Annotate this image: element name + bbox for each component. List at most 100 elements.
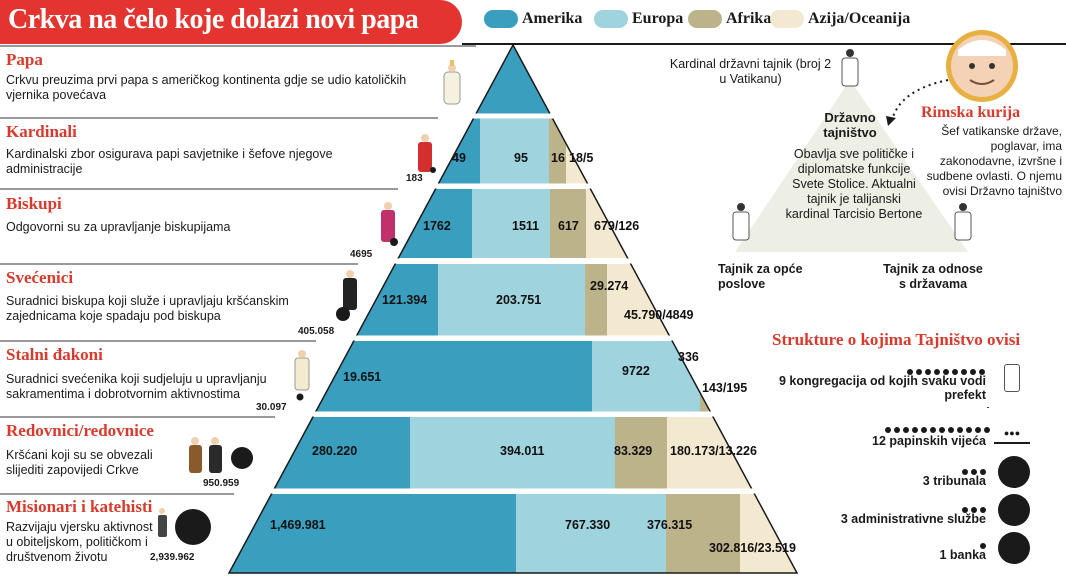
structure-row-councils [850,420,990,438]
count-bubble [231,447,253,469]
pope-figure-icon [443,60,461,105]
pyramid-tier-stalni-dakoni [229,341,797,412]
value-dakoni-azija: 143/195 [702,381,748,395]
priest-figure-icon [343,270,357,310]
secretariat-title: Državno tajništvo [823,110,877,140]
legend-item-amerika: Amerika [484,8,582,30]
structures-title: Strukture o kojima Tajništvo ovisi [772,330,1021,349]
row-desc-misionari: Razvijaju vjersku aktivnost u obiteljsko… [6,520,153,564]
value-misionari-amerika: 1,469.981 [270,518,326,532]
legend-label: Europa [632,10,684,27]
pyramid-tier-misionari [229,494,797,573]
bank-icon [998,532,1030,564]
value-kardinali-afrika: 16 [551,151,565,165]
office-building-icon [998,494,1030,526]
value-svecenici-amerika: 121.394 [382,293,428,307]
legend-swatch [770,10,804,28]
row-title-papa: Papa [6,50,43,69]
cardinal-figure-icon [418,134,432,172]
value-dakoni-afrika: 336 [678,350,699,364]
monk-figure-icon [189,437,202,473]
arrow-head-icon [886,116,896,126]
structure-label-councils: 12 papinskih vijeća [872,434,986,448]
count-biskupi: 4695 [350,249,373,260]
row-desc-svecenici: Suradnici biskupa koji služe i upravljaj… [6,294,289,323]
nun-figure-icon [209,437,222,473]
council-table-icon: ●●● [994,428,1030,444]
title-bar [0,0,462,44]
row-title-svecenici: Svećenici [6,268,74,287]
structure-row-tribunals [930,462,986,480]
value-kardinali-amerika: 49 [452,151,466,165]
count-stalni-dakoni: 30.097 [256,402,287,413]
value-biskupi-afrika: 617 [558,219,579,233]
page-title: Crkva na čelo koje dolazi novi papa [8,4,419,35]
legend-label: Afrika [726,10,772,27]
divider [987,407,989,408]
row-title-kardinali: Kardinali [6,122,77,141]
row-title-redovnici: Redovnici/redovnice [6,421,154,440]
structure-row-congregations [840,362,985,383]
legend-item-azija: Azija/Oceanija [770,8,910,30]
value-misionari-azija: 302.816/23.519 [709,541,796,555]
legend-item-afrika: Afrika [688,8,771,30]
curia-desc: Šef vatikanske države, poglavar, ima zak… [926,124,1062,198]
row-title-misionari: Misionari i katehisti [6,497,153,516]
dot-row [850,420,990,438]
count-kardinali: 183 [406,173,423,184]
structure-label-bank: 1 banka [939,548,986,562]
general-affairs-label: Tajnik za opće poslove [718,262,803,291]
row-desc-stalni-dakoni: Suradnici svećenika koji sudjeluju u upr… [6,372,267,401]
dot-row [840,362,985,380]
value-kardinali-azija: 18/5 [569,151,594,165]
value-redovnici-europa: 394.011 [500,444,545,458]
count-bubble [175,509,211,545]
value-misionari-afrika: 376.315 [647,518,693,532]
deacon-figure-icon [294,350,310,391]
curia-title: Rimska kurija [921,104,1021,121]
pope-portrait-icon [946,30,1018,102]
value-biskupi-europa: 1511 [512,219,540,233]
secretary-state-label: Kardinal državni tajnik (broj 2 u Vatika… [669,57,832,86]
value-svecenici-afrika: 29.274 [590,279,629,293]
header-rule [462,43,1066,45]
value-redovnici-afrika: 83.329 [614,444,653,458]
missionary-figure-icon [158,508,167,537]
legend-swatch [484,10,518,28]
count-svecenici: 405.058 [298,326,335,337]
row-desc-kardinali: Kardinalski zbor osigurava papi savjetni… [6,147,333,176]
legend-swatch [688,10,722,28]
value-kardinali-europa: 95 [514,151,528,165]
count-bubble [296,393,304,401]
structure-label-services: 3 administrativne službe [840,512,986,526]
count-bubble [430,167,436,173]
dot-row [930,500,986,518]
row-title-biskupi: Biskupi [6,194,62,213]
count-bubble [390,238,398,246]
legend-swatch [594,10,628,28]
structure-label-congregations: 9 kongregacija od kojih svaku vodi prefe… [778,374,986,402]
bishop-figure-icon [381,202,395,242]
dot-row [930,462,986,480]
general-affairs-figure-icon [732,203,750,241]
dot-row [930,536,986,554]
value-biskupi-amerika: 1762 [423,219,451,233]
structure-row-bank [930,536,986,554]
value-redovnici-azija: 180.173/13.226 [670,444,757,458]
structure-row-services [930,500,986,518]
courthouse-icon [998,456,1030,488]
legend-label: Azija/Oceanija [808,10,911,27]
row-title-stalni-dakoni: Stalni đakoni [6,345,103,364]
relations-figure-icon [954,203,972,241]
count-misionari: 2,939.962 [150,552,195,563]
curia-arrow [891,79,949,121]
value-svecenici-azija: 45.790/4849 [624,308,694,322]
structure-label-tribunals: 3 tribunala [922,474,986,488]
secretariat-desc: Obavlja sve političke i diplomatske funk… [785,147,923,221]
value-dakoni-amerika: 19.651 [343,370,382,384]
value-biskupi-azija: 679/126 [594,219,640,233]
count-redovnici: 950.959 [203,478,240,489]
value-redovnici-amerika: 280.220 [312,444,358,458]
secretariat-triangle [735,80,968,252]
